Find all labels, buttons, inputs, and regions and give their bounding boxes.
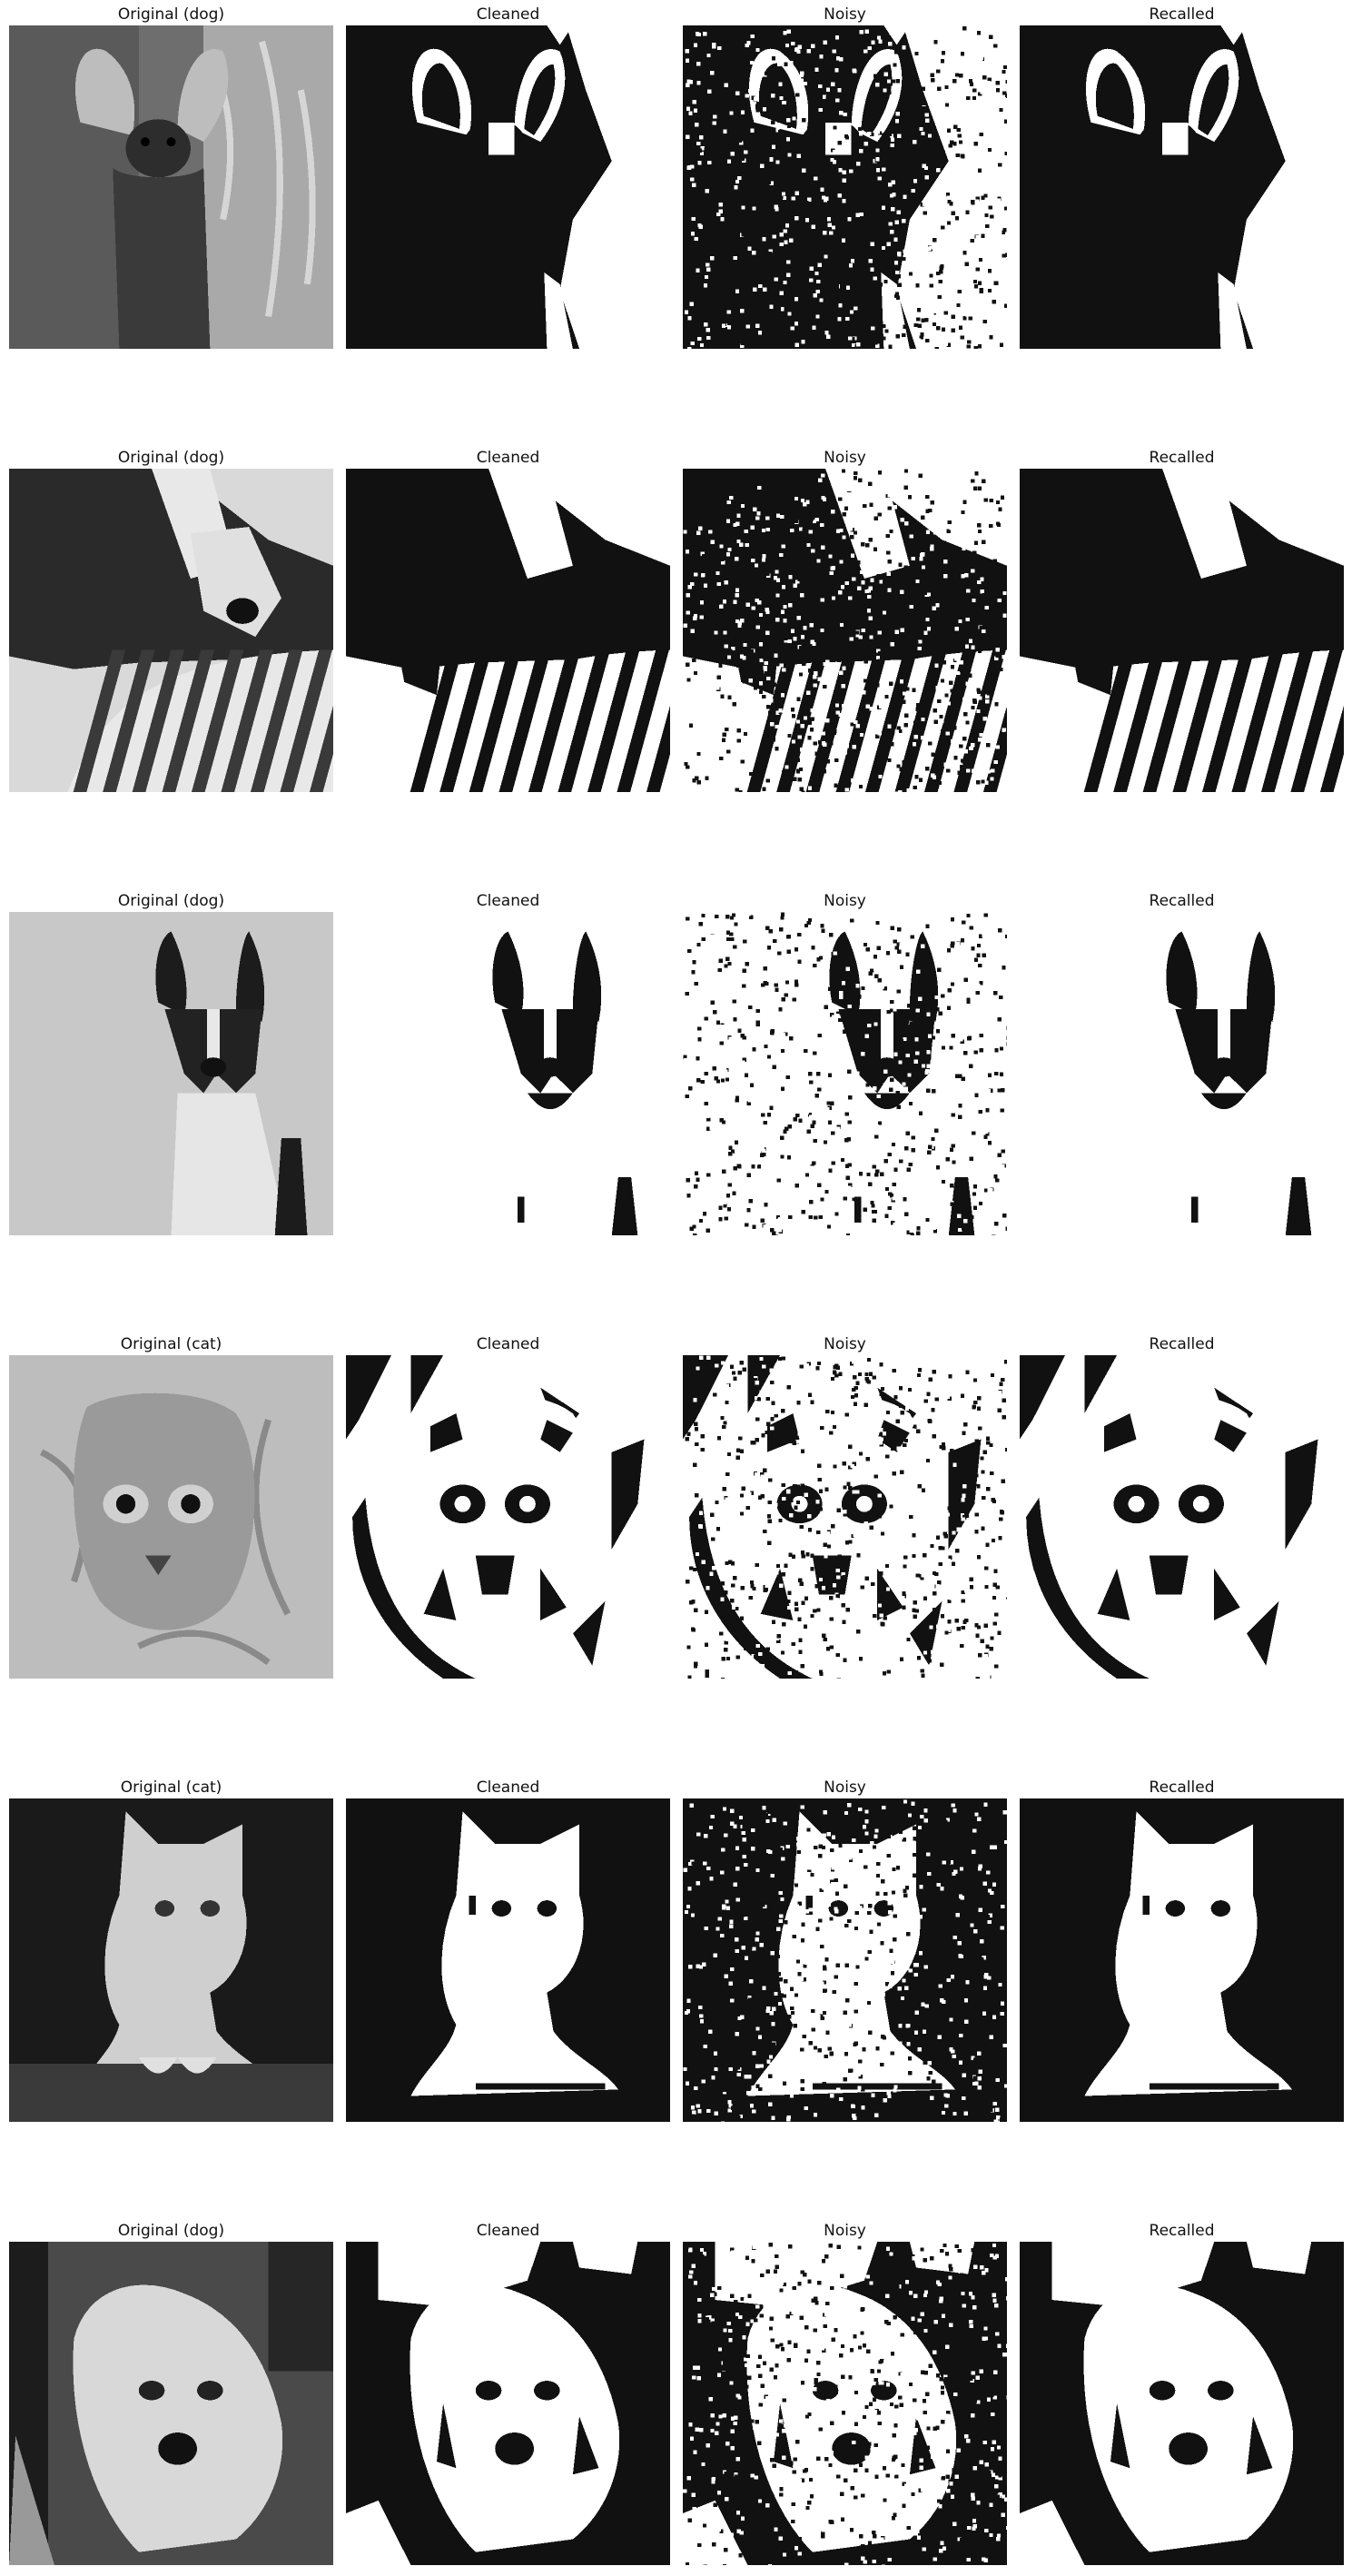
original-panel: Original (dog) [9,0,333,349]
panel-title: Cleaned [476,5,540,24]
panel-title: Original (dog) [117,449,225,467]
panel-title: Cleaned [476,449,540,467]
cleaned-dog-image [346,2242,670,2565]
noisy-panel: Noisy [683,1773,1007,2122]
recalled-panel: Recalled [1020,0,1344,349]
original-panel: Original (dog) [9,443,333,792]
panel-title: Recalled [1149,449,1215,467]
noisy-panel: Noisy [683,443,1007,792]
recalled-panel: Recalled [1020,2216,1344,2565]
panel-title: Original (dog) [117,2222,225,2240]
figure-row: Original (dog) Cleaned Noisy Recalled [0,443,1352,798]
original-panel: Original (cat) [9,1330,333,1679]
original-panel: Original (dog) [9,2216,333,2565]
cleaned-dog-image [346,469,670,792]
noisy-dog-image [683,912,1007,1235]
panel-title: Recalled [1149,892,1215,910]
panel-title: Original (dog) [117,892,225,910]
cleaned-panel: Cleaned [346,1330,670,1679]
panel-title: Cleaned [476,892,540,910]
original-panel: Original (dog) [9,887,333,1235]
original-panel: Original (cat) [9,1773,333,2122]
panel-title: Noisy [824,1778,866,1797]
recalled-dog-image [1020,25,1344,349]
noisy-dog-image [683,469,1007,792]
figure-row: Original (dog) Cleaned Noisy Recalled [0,2216,1352,2571]
recalled-dog-image [1020,912,1344,1235]
noisy-panel: Noisy [683,0,1007,349]
noisy-panel: Noisy [683,2216,1007,2565]
noisy-panel: Noisy [683,887,1007,1235]
panel-title: Noisy [824,892,866,910]
panel-title: Recalled [1149,1335,1215,1353]
panel-title: Noisy [824,2222,866,2240]
recalled-dog-image [1020,2242,1344,2565]
cleaned-dog-image [346,912,670,1235]
original-cat-image [9,1798,333,2122]
original-dog-image [9,469,333,792]
original-dog-image [9,25,333,349]
cleaned-panel: Cleaned [346,2216,670,2565]
cleaned-panel: Cleaned [346,0,670,349]
panel-title: Original (dog) [117,5,225,24]
cleaned-cat-image [346,1355,670,1679]
recalled-panel: Recalled [1020,1330,1344,1679]
noisy-panel: Noisy [683,1330,1007,1679]
noisy-cat-image [683,1355,1007,1679]
figure-row: Original (dog) Cleaned Noisy Recalled [0,887,1352,1241]
panel-title: Noisy [824,5,866,24]
cleaned-dog-image [346,25,670,349]
original-dog-image [9,912,333,1235]
cleaned-panel: Cleaned [346,1773,670,2122]
cleaned-panel: Cleaned [346,443,670,792]
noisy-cat-image [683,1798,1007,2122]
cleaned-cat-image [346,1798,670,2122]
panel-title: Noisy [824,1335,866,1353]
panel-title: Cleaned [476,1778,540,1797]
recalled-cat-image [1020,1798,1344,2122]
figure-row: Original (cat) Cleaned Noisy Recalled [0,1773,1352,2127]
original-dog-image [9,2242,333,2565]
figure-row: Original (dog) Cleaned Noisy Recalled [0,0,1352,354]
recalled-panel: Recalled [1020,1773,1344,2122]
panel-title: Recalled [1149,5,1215,24]
noisy-dog-image [683,2242,1007,2565]
panel-title: Recalled [1149,2222,1215,2240]
recalled-panel: Recalled [1020,443,1344,792]
original-cat-image [9,1355,333,1679]
panel-title: Cleaned [476,1335,540,1353]
noisy-dog-image [683,25,1007,349]
panel-title: Cleaned [476,2222,540,2240]
figure-row: Original (cat) Cleaned Noisy Recalled [0,1330,1352,1684]
panel-title: Noisy [824,449,866,467]
panel-title: Original (cat) [120,1778,222,1797]
cleaned-panel: Cleaned [346,887,670,1235]
recalled-panel: Recalled [1020,887,1344,1235]
panel-title: Original (cat) [120,1335,222,1353]
panel-title: Recalled [1149,1778,1215,1797]
recalled-dog-image [1020,469,1344,792]
recalled-cat-image [1020,1355,1344,1679]
